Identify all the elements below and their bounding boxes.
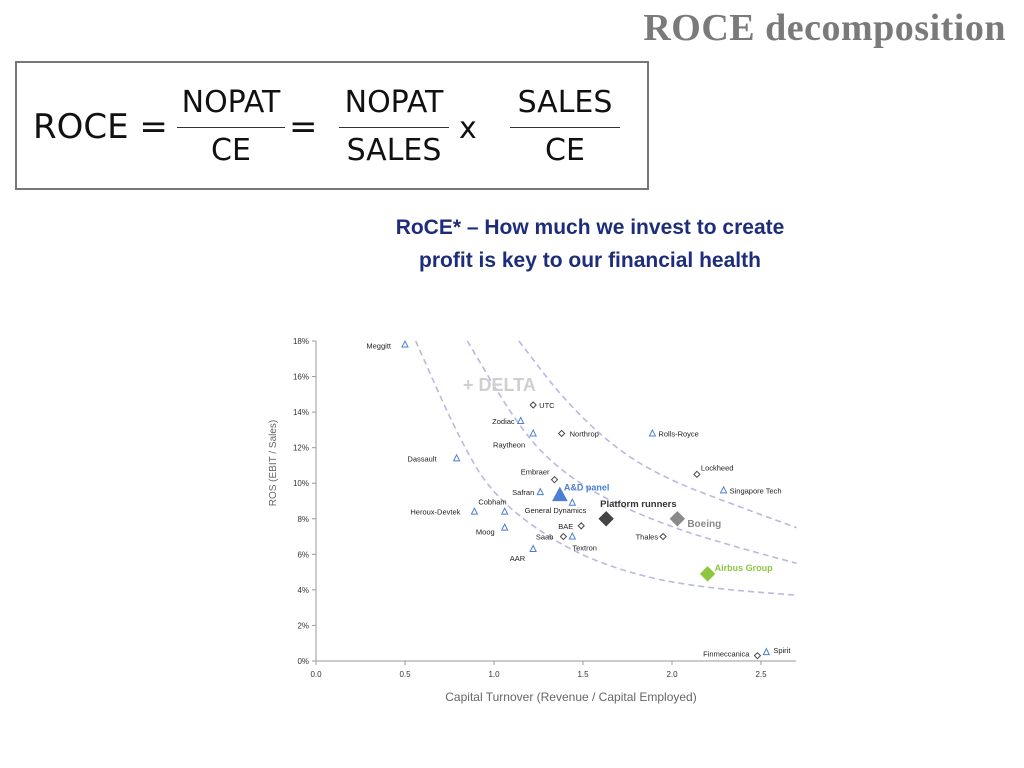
point-marker-embraer <box>550 475 559 484</box>
point-marker-zodiac <box>516 416 525 424</box>
point-label-airbus-group: Airbus Group <box>715 563 774 573</box>
iso-roce-curve-2 <box>466 340 797 564</box>
point-marker-boeing <box>669 511 686 527</box>
point-marker-thales <box>659 532 667 541</box>
y-tick-label: 18% <box>293 337 309 346</box>
point-label-textron: Textron <box>572 544 597 553</box>
x-tick-label: 0.0 <box>310 670 322 679</box>
y-tick-label: 0% <box>297 657 309 666</box>
point-marker-lockheed <box>693 470 701 479</box>
headline-line-1: RoCE* – How much we invest to create <box>395 216 785 239</box>
iso-roce-curve-3 <box>518 340 797 529</box>
x-tick-label: 1.0 <box>488 670 500 679</box>
point-marker-bae <box>577 522 585 530</box>
point-label-utc: UTC <box>539 401 555 410</box>
x-tick-label: 2.0 <box>666 670 678 679</box>
point-label-meggitt: Meggitt <box>366 342 392 351</box>
point-label-bae: BAE <box>558 522 573 531</box>
point-label-boeing: Boeing <box>687 519 721 530</box>
x-axis-title: Capital Turnover (Revenue / Capital Empl… <box>445 690 696 704</box>
slide-title: ROCE decomposition <box>643 7 1006 49</box>
point-marker-spirit <box>762 647 771 656</box>
point-marker-saab <box>559 532 568 541</box>
y-tick-label: 16% <box>293 373 309 382</box>
point-label-thales: Thales <box>636 533 659 542</box>
y-tick-label: 14% <box>293 408 309 417</box>
headline: RoCE* – How much we invest to create pro… <box>330 211 850 277</box>
point-label-aar: AAR <box>510 554 526 563</box>
point-marker-heroux-devtek <box>470 507 479 515</box>
formula-frac1-denominator: CE <box>211 133 251 168</box>
point-marker-aar <box>529 544 537 552</box>
point-label-raytheon: Raytheon <box>493 440 525 449</box>
x-tick-label: 2.5 <box>755 670 767 679</box>
formula-times: x <box>459 111 477 146</box>
x-tick-label: 0.5 <box>399 670 411 679</box>
y-tick-label: 10% <box>293 479 309 488</box>
roce-formula-box: ROCE = NOPAT CE = NOPAT SALES x SALES CE <box>15 61 649 190</box>
formula-frac3-denominator: CE <box>545 133 585 168</box>
point-label-dassault: Dassault <box>407 454 437 463</box>
point-label-northrop: Northrop <box>570 429 599 438</box>
formula-lhs: ROCE = <box>33 107 168 147</box>
point-marker-dassault <box>452 453 461 462</box>
formula-frac2-numerator: NOPAT <box>344 85 444 120</box>
point-marker-raytheon <box>529 428 537 437</box>
headline-line-2: profit is key to our financial health <box>419 249 761 272</box>
y-tick-label: 4% <box>297 586 309 595</box>
formula-frac2-denominator: SALES <box>346 133 442 168</box>
point-label-heroux-devtek: Heroux-Devtek <box>410 508 460 517</box>
formula-frac3-numerator: SALES <box>517 85 613 120</box>
formula-frac3-line <box>510 127 620 128</box>
y-tick-label: 2% <box>297 621 309 630</box>
delta-annotation: + DELTA <box>463 375 536 395</box>
point-label-saab: Saab <box>536 533 554 542</box>
iso-roce-curve-1 <box>414 340 797 597</box>
x-tick-label: 1.5 <box>577 670 589 679</box>
point-label-aandd-panel: A&D panel <box>564 483 610 493</box>
formula-frac1-line <box>177 127 285 128</box>
y-axis-title: ROS (EBIT / Sales) <box>268 420 279 507</box>
y-tick-label: 12% <box>293 444 309 453</box>
formula-frac1-numerator: NOPAT <box>181 85 281 120</box>
point-label-moog: Moog <box>476 528 495 537</box>
point-marker-utc <box>529 401 537 409</box>
point-marker-textron <box>568 531 577 540</box>
point-marker-general-dynamics <box>568 498 577 506</box>
point-marker-aandd-panel <box>552 486 568 502</box>
y-tick-label: 6% <box>297 550 309 559</box>
point-marker-finmeccanica <box>753 651 762 660</box>
formula-equals: = <box>289 107 318 147</box>
point-label-general-dynamics: General Dynamics <box>525 506 587 515</box>
point-label-cobham: Cobham <box>478 498 506 507</box>
point-label-finmeccanica: Finmeccanica <box>703 650 750 659</box>
point-label-safran: Safran <box>512 488 534 497</box>
point-label-zodiac: Zodiac <box>492 417 515 426</box>
point-label-rolls-royce: Rolls-Royce <box>658 429 698 438</box>
point-marker-moog <box>500 523 509 531</box>
point-marker-singapore-tech <box>719 485 728 494</box>
point-label-singapore-tech: Singapore Tech <box>730 486 782 495</box>
point-marker-northrop <box>557 429 566 438</box>
point-marker-safran <box>536 487 545 496</box>
point-label-spirit: Spirit <box>773 646 791 655</box>
formula-frac2-line <box>339 127 449 128</box>
point-marker-platform-runners <box>598 511 614 527</box>
point-marker-rolls-royce <box>648 428 657 437</box>
point-marker-cobham <box>500 507 509 515</box>
point-marker-meggitt <box>401 339 409 348</box>
point-label-lockheed: Lockheed <box>701 463 734 472</box>
point-marker-airbus-group <box>699 566 716 582</box>
point-label-platform-runners: Platform runners <box>600 499 677 510</box>
point-label-embraer: Embraer <box>521 468 550 477</box>
y-tick-label: 8% <box>297 515 309 524</box>
